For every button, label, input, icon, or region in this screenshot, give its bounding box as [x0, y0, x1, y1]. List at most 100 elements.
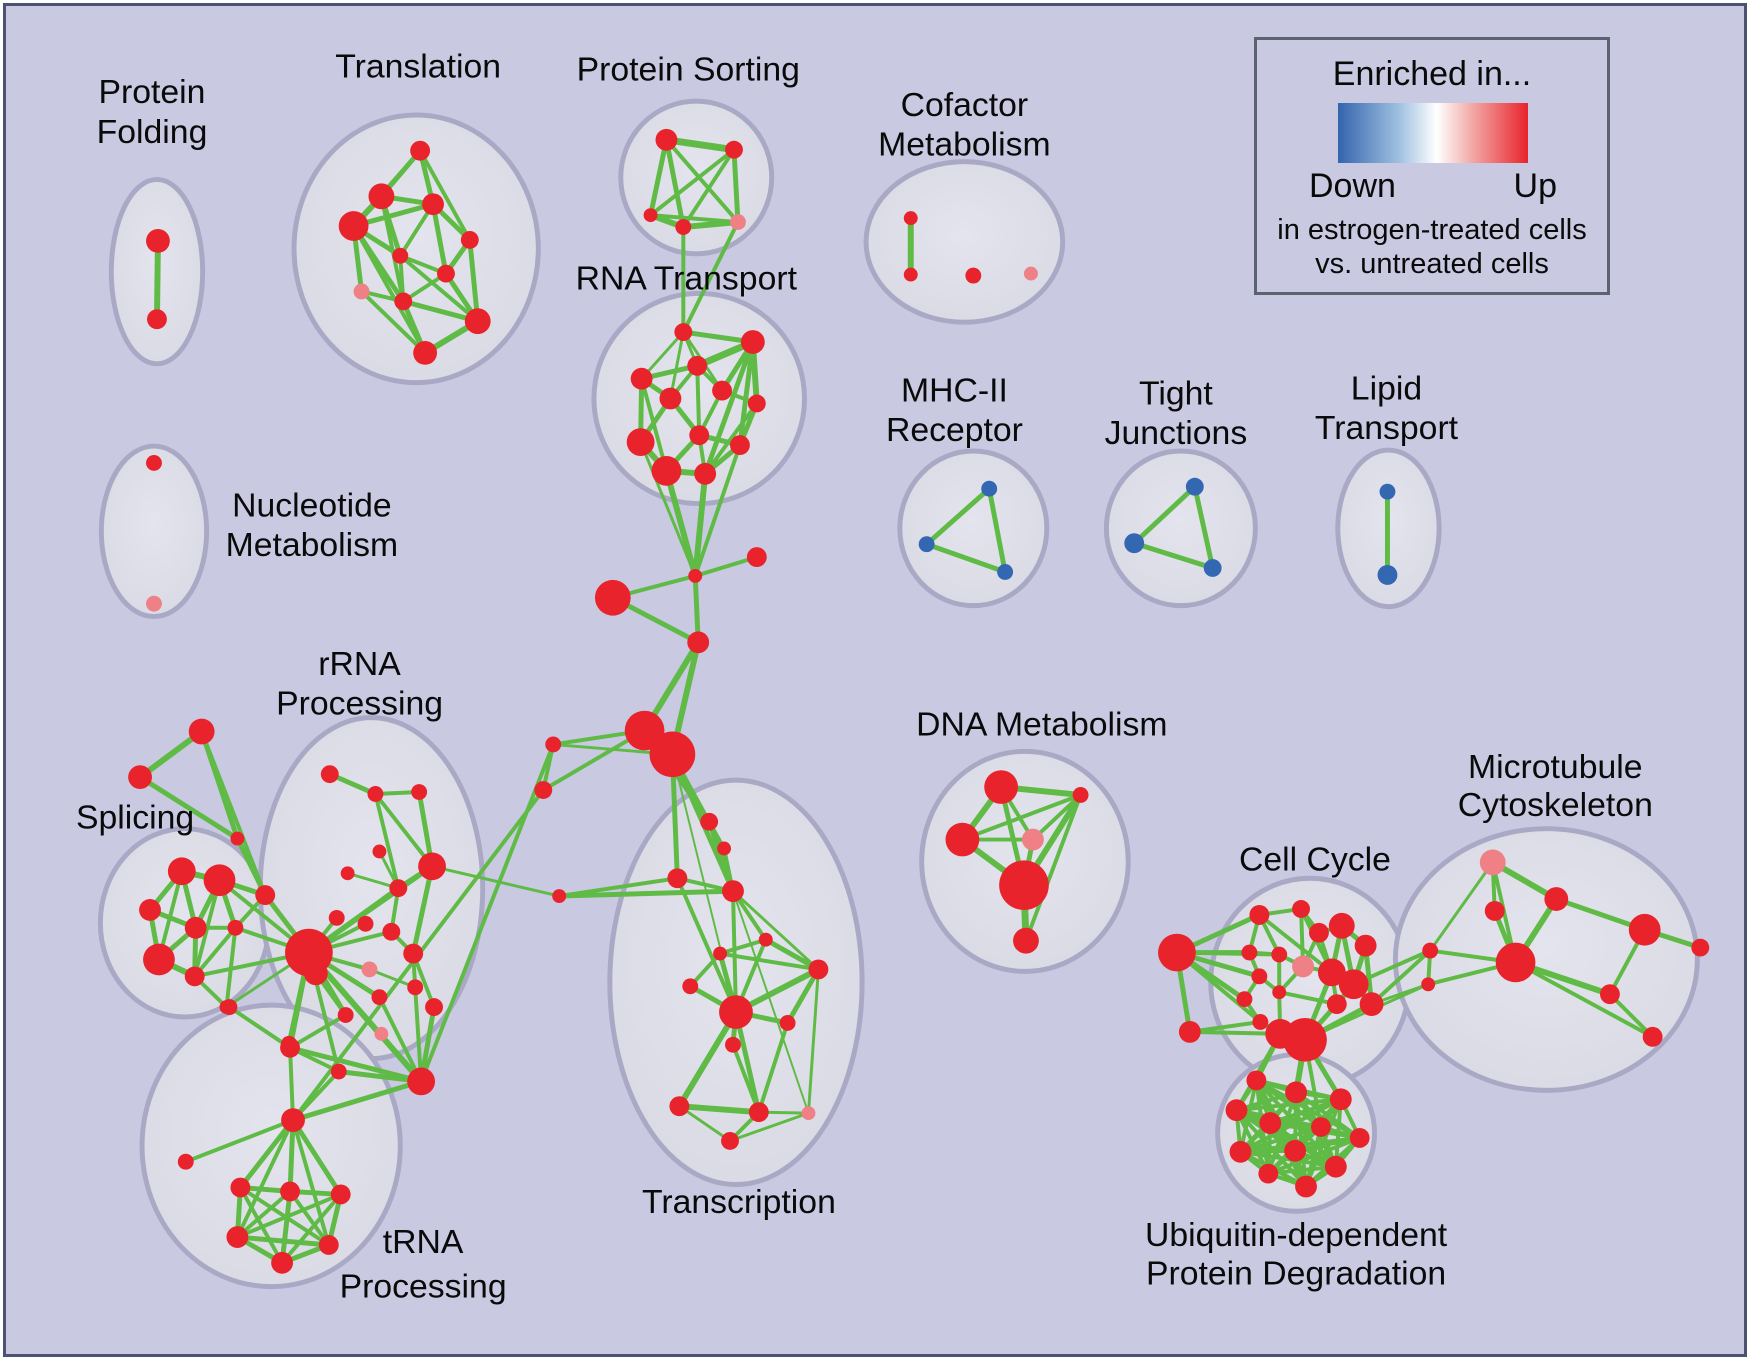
network-edge — [192, 925, 238, 979]
network-node-cc13 — [1272, 985, 1287, 1000]
network-edge — [648, 147, 736, 218]
cluster-label-dna-metabolism: DNA Metabolism — [916, 706, 1167, 744]
network-edge — [924, 486, 992, 547]
network-node-cf4 — [1023, 266, 1038, 281]
network-edge — [718, 937, 768, 956]
network-edge — [1187, 1029, 1283, 1036]
network-edge — [235, 1118, 296, 1240]
legend-title: Enriched in... — [1332, 55, 1532, 93]
network-node-rt5 — [712, 380, 732, 401]
network-edge — [398, 253, 480, 324]
legend-box: Enriched in... Down Up in estrogen-treat… — [1254, 37, 1610, 295]
network-node-rt11 — [651, 455, 682, 486]
network-node-nm1 — [146, 455, 162, 471]
network-node-cc7 — [1354, 934, 1377, 957]
network-node-tr8 — [353, 283, 370, 300]
network-node-rr9 — [357, 915, 374, 932]
network-edge — [1131, 540, 1216, 571]
network-node-dm6 — [1013, 927, 1039, 954]
network-edge — [703, 401, 759, 476]
network-node-cc2 — [1178, 1020, 1201, 1043]
network-node-tx12 — [669, 1096, 690, 1117]
network-node-sp3 — [139, 899, 161, 921]
network-node-rr15 — [407, 979, 424, 996]
network-edge — [430, 864, 561, 898]
cluster-label-ubiquitin-dependent-protein-degradation: Protein Degradation — [1146, 1255, 1446, 1293]
cluster-label-splicing: Splicing — [76, 799, 194, 837]
network-edge — [1266, 1164, 1338, 1176]
network-edge — [680, 219, 741, 231]
network-node-mt8 — [1628, 913, 1661, 946]
network-node-rt4 — [630, 367, 653, 390]
network-node-tn3 — [230, 1177, 251, 1198]
network-node-tx15 — [721, 1131, 739, 1150]
cluster-label-rrna-processing: Processing — [276, 685, 443, 723]
network-node-cn1 — [688, 568, 703, 583]
cluster-label-tight-junctions: Tight — [1139, 374, 1213, 412]
network-node-tn8 — [271, 1251, 294, 1274]
network-edge — [731, 889, 820, 971]
network-node-rr6 — [389, 879, 408, 898]
cluster-label-microtubule-cytoskeleton: Cytoskeleton — [1458, 786, 1653, 824]
network-edge — [287, 1117, 296, 1194]
legend-down-label: Down — [1309, 167, 1396, 205]
network-edge — [227, 1005, 293, 1050]
network-node-cf3 — [965, 267, 982, 284]
network-node-rr7 — [418, 852, 446, 881]
network-edge — [785, 966, 821, 1026]
cluster-label-trna-processing: tRNA — [383, 1223, 464, 1261]
network-node-lp2 — [1377, 565, 1398, 585]
network-node-cf1 — [903, 211, 918, 226]
network-node-tr4 — [338, 211, 369, 241]
network-node-mt9 — [1691, 938, 1710, 957]
network-node-cn6 — [649, 731, 696, 778]
network-node-cn8 — [534, 781, 553, 799]
network-edge — [693, 443, 742, 578]
network-edge — [681, 220, 740, 335]
network-node-tr11 — [413, 341, 438, 365]
network-node-mh2 — [918, 536, 935, 553]
network-edge — [280, 1192, 343, 1265]
network-node-tx8 — [682, 978, 699, 995]
network-edge — [237, 1117, 296, 1190]
network-node-rt12 — [694, 462, 717, 485]
network-node-tr1 — [410, 140, 431, 161]
network-node-pf2 — [147, 309, 167, 330]
network-node-mt1 — [1479, 849, 1506, 876]
network-node-tj2 — [1124, 533, 1145, 554]
network-node-cc18 — [1252, 1014, 1269, 1030]
network-edge — [718, 951, 821, 972]
network-node-tx1 — [700, 812, 719, 831]
network-node-rr21 — [280, 1037, 300, 1058]
network-edge — [1192, 484, 1216, 571]
network-node-sp1 — [167, 857, 196, 886]
network-edge — [1428, 860, 1495, 953]
network-node-rr3 — [411, 784, 428, 800]
network-edge — [728, 1111, 810, 1143]
network-edge — [410, 863, 435, 957]
network-node-rr22 — [330, 1063, 347, 1080]
network-node-tr2 — [368, 183, 395, 210]
network-node-ub8 — [1229, 1140, 1252, 1163]
network-edge — [418, 148, 472, 242]
network-node-spD — [255, 885, 276, 905]
network-edge — [648, 137, 669, 218]
network-node-tx10 — [779, 1015, 796, 1031]
cluster-label-transcription: Transcription — [642, 1183, 836, 1221]
cluster-ellipse-cofactor-metabolism — [863, 159, 1066, 325]
network-node-cf2 — [903, 267, 918, 282]
network-edge — [1238, 1125, 1323, 1154]
network-edge — [467, 237, 481, 324]
network-edge — [664, 137, 740, 225]
network-node-rt10 — [626, 428, 655, 456]
legend-caption-line1: in estrogen-treated cells — [1277, 214, 1587, 246]
network-node-cn3 — [594, 579, 631, 616]
network-node-rr8 — [328, 909, 345, 926]
network-node-ub9 — [1284, 1139, 1307, 1162]
cluster-label-tight-junctions: Junctions — [1105, 414, 1248, 452]
cluster-label-lipid-transport: Lipid — [1351, 370, 1422, 408]
network-node-rt6 — [747, 394, 766, 413]
network-node-cn4 — [687, 631, 710, 654]
cluster-label-nucleotide-metabolism: Nucleotide — [232, 486, 391, 524]
network-edge — [291, 1118, 331, 1247]
